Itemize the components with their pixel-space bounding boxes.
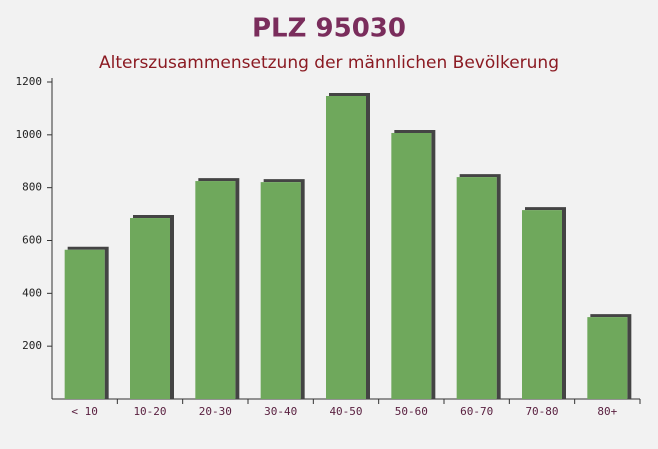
x-tick-label: 50-60	[395, 405, 428, 418]
y-tick-label: 200	[22, 339, 42, 352]
bar	[195, 181, 236, 399]
x-tick-label: < 10	[71, 405, 98, 418]
x-tick-label: 10-20	[133, 405, 166, 418]
x-tick-label: 20-30	[199, 405, 232, 418]
chart-subtitle: Alterszusammensetzung der männlichen Bev…	[99, 53, 559, 73]
y-tick-label: 800	[22, 181, 42, 194]
bar	[130, 218, 170, 399]
bar	[587, 317, 628, 399]
bar	[391, 132, 432, 399]
y-tick-label: 600	[22, 234, 42, 247]
y-tick-label: 1000	[16, 128, 43, 141]
x-tick-label: 60-70	[460, 405, 493, 418]
x-tick-label: 70-80	[525, 405, 558, 418]
bar	[260, 182, 301, 399]
x-tick-label: 30-40	[264, 405, 297, 418]
bar	[64, 249, 105, 399]
y-tick-label: 1200	[16, 75, 43, 88]
chart-title: PLZ 95030	[252, 14, 406, 44]
bar	[326, 96, 366, 400]
bar	[522, 210, 562, 399]
x-tick-label: 40-50	[329, 405, 362, 418]
x-tick-label: 80+	[597, 405, 617, 418]
bar	[456, 177, 497, 399]
y-tick-label: 400	[22, 286, 42, 299]
